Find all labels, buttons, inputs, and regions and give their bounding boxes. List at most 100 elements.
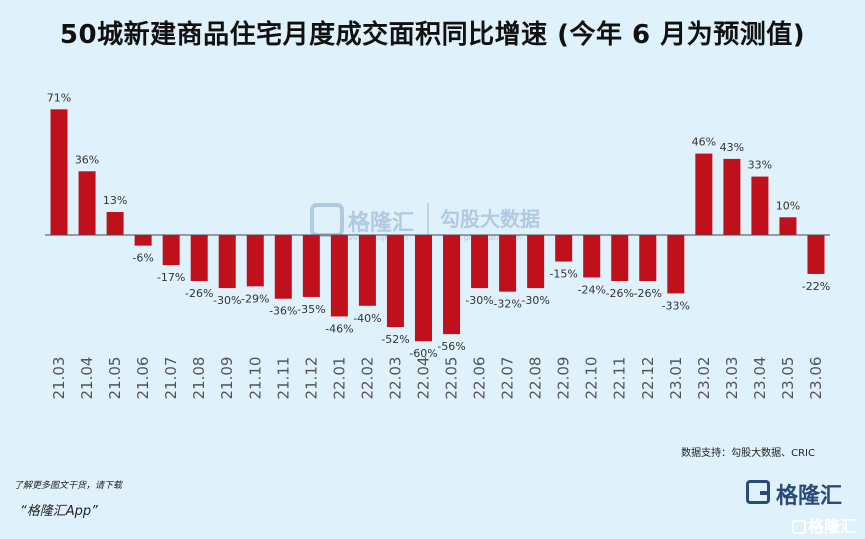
footer-app-name: “格隆汇App” bbox=[20, 504, 98, 519]
bar-21.10 bbox=[246, 235, 264, 287]
bar-23.03 bbox=[723, 158, 741, 235]
bar-21.03 bbox=[50, 109, 68, 235]
value-label-21.10: -29% bbox=[241, 292, 269, 305]
bar-21.06 bbox=[134, 235, 152, 246]
x-tick-23.03: 23.03 bbox=[723, 357, 741, 400]
value-label-23.06: -22% bbox=[802, 280, 830, 293]
corner-watermark-text: 格隆汇 bbox=[808, 517, 857, 536]
bar-22.04 bbox=[414, 235, 432, 342]
value-label-23.04: 33% bbox=[748, 159, 772, 172]
corner-g-icon bbox=[792, 520, 806, 534]
x-tick-21.11: 21.11 bbox=[274, 357, 292, 400]
x-tick-22.06: 22.06 bbox=[471, 357, 489, 400]
x-tick-22.11: 22.11 bbox=[611, 357, 629, 400]
value-label-22.06: -30% bbox=[465, 294, 493, 307]
x-tick-22.01: 22.01 bbox=[330, 357, 348, 400]
x-tick-22.12: 22.12 bbox=[639, 357, 657, 400]
bar-22.01 bbox=[330, 235, 348, 317]
x-tick-22.02: 22.02 bbox=[358, 357, 376, 400]
x-tick-21.08: 21.08 bbox=[190, 357, 208, 400]
value-label-23.03: 43% bbox=[720, 141, 744, 154]
x-tick-21.07: 21.07 bbox=[162, 357, 180, 400]
x-tick-23.01: 23.01 bbox=[667, 357, 685, 400]
bar-23.02 bbox=[695, 153, 713, 235]
brand-logo: 格隆汇 bbox=[746, 478, 856, 509]
value-label-22.12: -26% bbox=[634, 287, 662, 300]
x-tick-22.03: 22.03 bbox=[386, 357, 404, 400]
value-label-21.03: 71% bbox=[47, 91, 71, 104]
x-tick-21.03: 21.03 bbox=[50, 357, 68, 400]
watermark-brand-url: www.gelonghui.com bbox=[348, 235, 409, 242]
watermark-gogu-text: 勾股大数据 bbox=[440, 207, 540, 231]
value-label-22.03: -52% bbox=[381, 333, 409, 346]
bar-22.05 bbox=[443, 235, 461, 335]
value-label-22.07: -32% bbox=[493, 298, 521, 311]
value-label-22.05: -56% bbox=[437, 340, 465, 353]
value-label-22.11: -26% bbox=[606, 287, 634, 300]
value-labels-group: 71%36%13%-6%-17%-26%-30% -29%-36% -35%-46%… bbox=[47, 91, 830, 360]
bar-22.07 bbox=[499, 235, 517, 292]
x-tick-22.04: 22.04 bbox=[414, 357, 432, 400]
bar-23.04 bbox=[751, 176, 769, 235]
brand-g-icon bbox=[746, 480, 770, 504]
value-label-23.02: 46% bbox=[692, 136, 716, 149]
x-tick-22.07: 22.07 bbox=[499, 357, 517, 400]
brand-logo-text: 格隆汇 bbox=[776, 484, 843, 509]
value-label-21.12: -35% bbox=[297, 303, 325, 316]
value-label-22.10: -24% bbox=[577, 283, 605, 296]
corner-watermark: 格隆汇 bbox=[792, 513, 856, 537]
x-tick-23.04: 23.04 bbox=[751, 357, 769, 400]
value-label-22.01: -46% bbox=[325, 322, 353, 335]
chart-title: 50城新建商品住宅月度成交面积同比增速 (今年 6 月为预测值) bbox=[59, 20, 806, 50]
x-tick-21.06: 21.06 bbox=[134, 357, 152, 400]
x-tick-22.08: 22.08 bbox=[527, 357, 545, 400]
value-label-21.07: -17% bbox=[157, 271, 185, 284]
value-label-21.11: -36% bbox=[269, 305, 297, 318]
value-label-22.02: -40% bbox=[353, 312, 381, 325]
footer-note: 了解更多图文干货，请下载 bbox=[14, 481, 123, 491]
watermark-g-icon bbox=[310, 203, 344, 237]
value-label-23.01: -33% bbox=[662, 299, 690, 312]
x-tick-22.05: 22.05 bbox=[443, 357, 461, 400]
bar-21.12 bbox=[302, 235, 320, 297]
bar-22.03 bbox=[386, 235, 404, 328]
bar-22.11 bbox=[611, 235, 629, 282]
x-tick-21.12: 21.12 bbox=[302, 357, 320, 400]
value-label-21.08: -26% bbox=[185, 287, 213, 300]
x-tick-23.06: 23.06 bbox=[807, 357, 825, 400]
bar-21.05 bbox=[106, 211, 124, 235]
x-tick-22.09: 22.09 bbox=[555, 357, 573, 400]
value-label-21.06: -6% bbox=[132, 252, 153, 265]
bar-21.07 bbox=[162, 235, 180, 266]
x-tick-labels-group: 21.03 21.04 21.05 21.06 21.07 21.08 21.09 21.10… bbox=[50, 357, 825, 400]
bar-22.10 bbox=[583, 235, 601, 278]
bar-21.04 bbox=[78, 171, 96, 235]
bars-group bbox=[50, 109, 825, 342]
bar-22.02 bbox=[358, 235, 376, 306]
x-tick-21.05: 21.05 bbox=[106, 357, 124, 400]
bar-23.05 bbox=[779, 217, 797, 235]
x-tick-21.04: 21.04 bbox=[78, 357, 96, 400]
data-source: 数据支持：勾股大数据、CRIC bbox=[681, 448, 815, 459]
value-label-23.05: 10% bbox=[776, 199, 800, 212]
value-label-22.04: -60% bbox=[409, 347, 437, 360]
value-label-22.08: -30% bbox=[521, 294, 549, 307]
value-label-21.05: 13% bbox=[103, 194, 127, 207]
x-tick-22.10: 22.10 bbox=[583, 357, 601, 400]
bar-22.09 bbox=[555, 235, 573, 262]
bar-23.01 bbox=[667, 235, 685, 294]
x-tick-23.02: 23.02 bbox=[695, 357, 713, 400]
bar-22.08 bbox=[527, 235, 545, 289]
x-tick-23.05: 23.05 bbox=[779, 357, 797, 400]
bar-21.09 bbox=[218, 235, 236, 289]
bar-23.06 bbox=[807, 235, 825, 274]
bar-22.12 bbox=[639, 235, 657, 282]
x-tick-21.10: 21.10 bbox=[246, 357, 264, 400]
value-label-21.09: -30% bbox=[213, 294, 241, 307]
bar-21.11 bbox=[274, 235, 292, 299]
bar-22.06 bbox=[471, 235, 489, 289]
x-tick-21.09: 21.09 bbox=[218, 357, 236, 400]
bar-21.08 bbox=[190, 235, 208, 282]
